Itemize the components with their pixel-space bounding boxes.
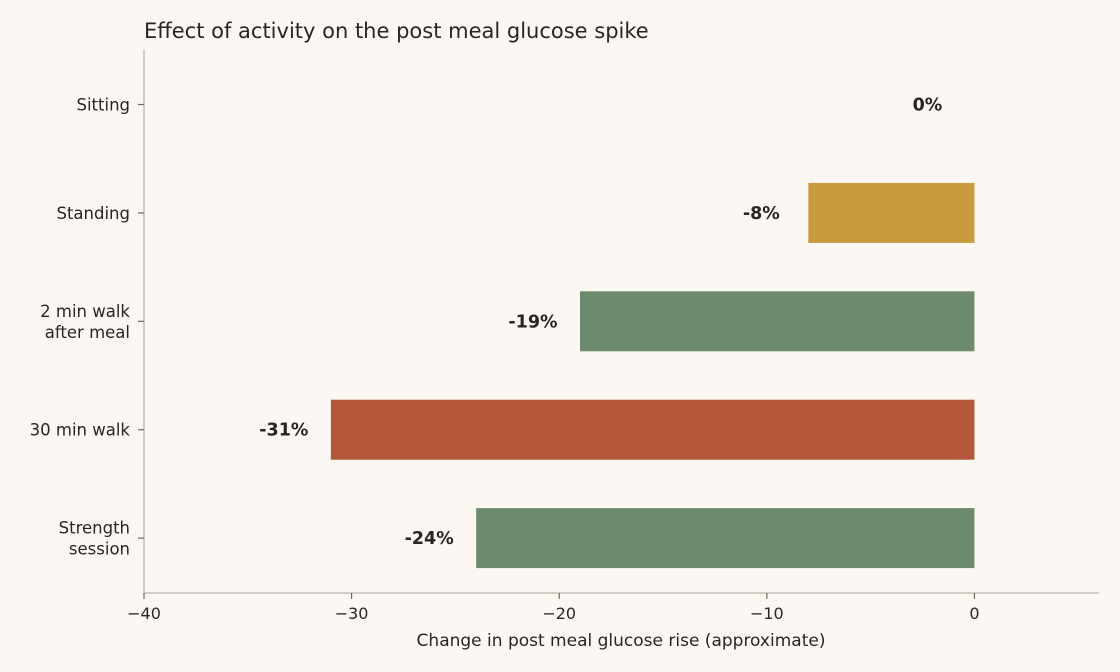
x-axis-label: Change in post meal glucose rise (approx… [417,631,826,651]
data-label: -19% [508,312,557,332]
data-label: -8% [743,204,780,224]
bar [808,182,975,243]
y-tick-label: Sitting [76,96,130,115]
data-labels-group: 0% -8% -19% -31% -24% [259,96,942,550]
x-tick-label: −10 [750,604,784,623]
y-axis: Sitting Standing 2 min walk after meal 30 mi… [30,50,145,593]
chart-title: Effect of activity on the post meal gluc… [144,19,649,43]
data-label: -24% [405,529,454,549]
bar [330,399,975,460]
x-tick-label: 0 [969,604,979,623]
x-axis: −40 −30 −20 −10 0 [127,592,1099,623]
y-tick-label: 2 min walk after meal [40,302,130,342]
y-tick-label: Standing [56,204,130,223]
data-label: -31% [259,421,308,441]
y-tick-label: Strength session [59,519,130,559]
x-tick-label: −40 [127,604,161,623]
x-tick-label: −20 [542,604,576,623]
bars-group [330,182,975,569]
data-label: 0% [913,96,943,116]
bar [579,291,975,352]
x-tick-label: −30 [335,604,369,623]
y-tick-label: 30 min walk [30,421,131,440]
bar [476,508,975,569]
